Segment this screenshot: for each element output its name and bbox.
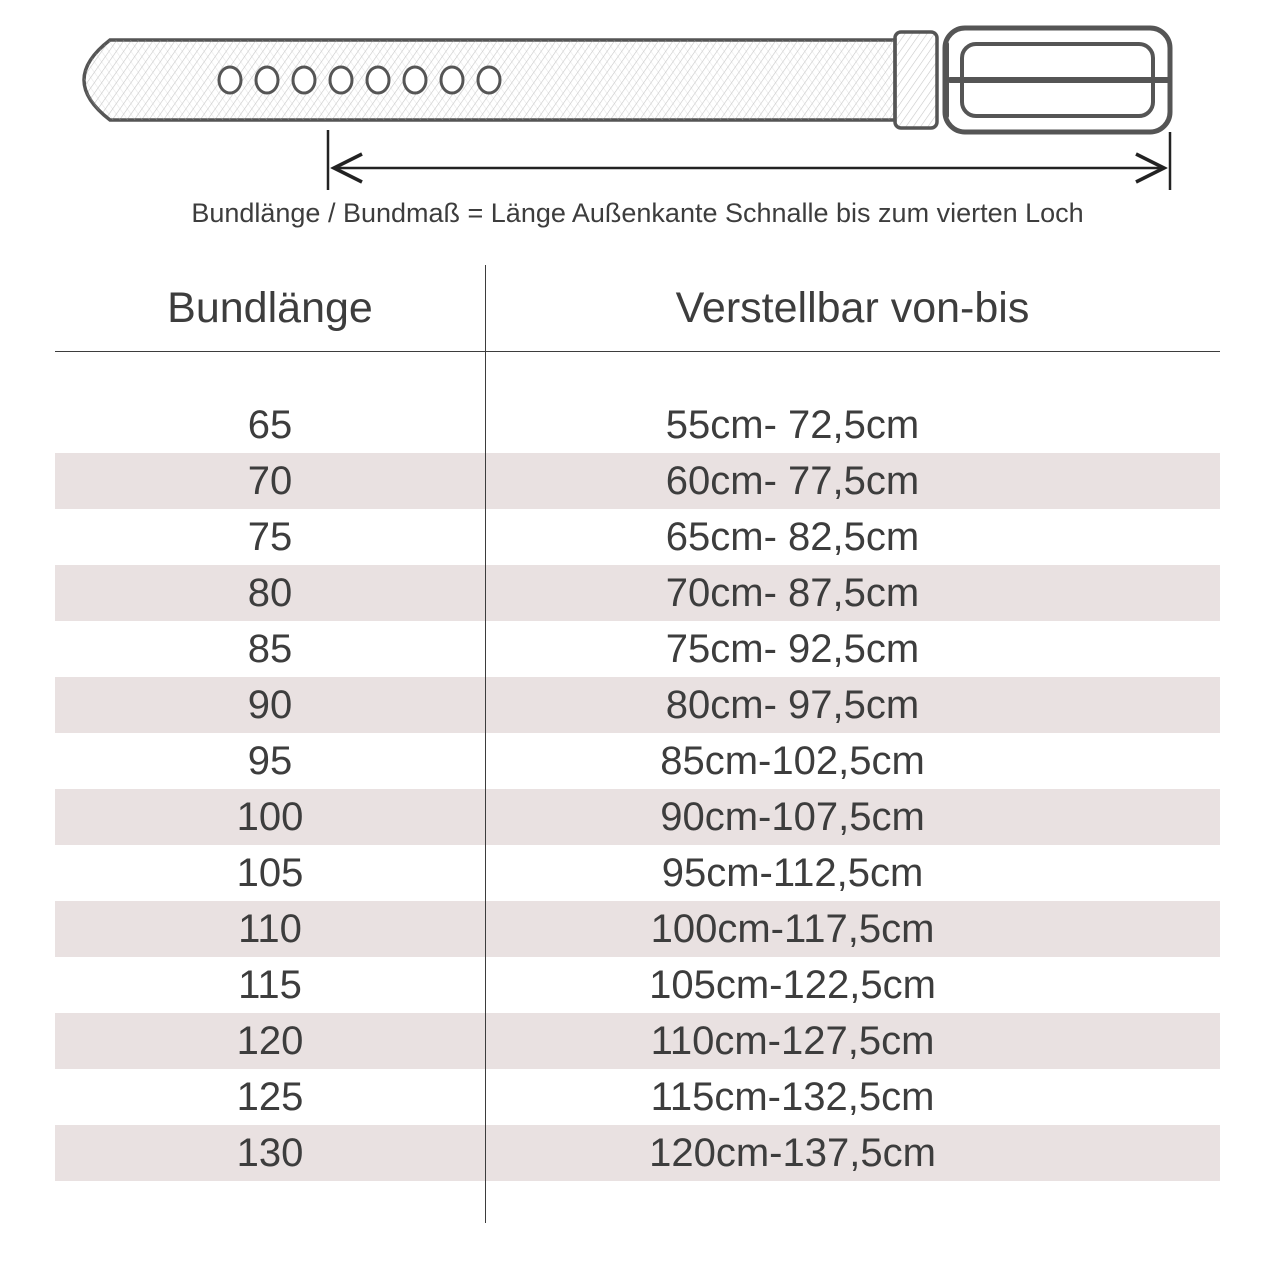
- cell-bundlaenge: 120: [55, 1019, 485, 1064]
- belt-hole: [219, 67, 241, 93]
- table-header-row: Bundlänge Verstellbar von-bis: [55, 265, 1220, 351]
- table-body: 6555cm- 72,5cm7060cm- 77,5cm7565cm- 82,5…: [55, 397, 1220, 1181]
- table-row: 120110cm-127,5cm: [55, 1013, 1220, 1069]
- cell-range: 65cm- 82,5cm: [485, 515, 1220, 560]
- cell-bundlaenge: 110: [55, 907, 485, 952]
- header-bundlaenge: Bundlänge: [55, 284, 485, 333]
- cell-bundlaenge: 100: [55, 795, 485, 840]
- cell-bundlaenge: 85: [55, 627, 485, 672]
- table-row: 125115cm-132,5cm: [55, 1069, 1220, 1125]
- cell-bundlaenge: 125: [55, 1075, 485, 1120]
- table-row: 9585cm-102,5cm: [55, 733, 1220, 789]
- table-row: 130120cm-137,5cm: [55, 1125, 1220, 1181]
- table-row: 8575cm- 92,5cm: [55, 621, 1220, 677]
- cell-bundlaenge: 70: [55, 459, 485, 504]
- belt-hole: [330, 67, 352, 93]
- table-row: 10595cm-112,5cm: [55, 845, 1220, 901]
- table-row: 6555cm- 72,5cm: [55, 397, 1220, 453]
- belt-buckle: [945, 28, 1170, 132]
- table-row: 10090cm-107,5cm: [55, 789, 1220, 845]
- cell-range: 90cm-107,5cm: [485, 795, 1220, 840]
- cell-range: 80cm- 97,5cm: [485, 683, 1220, 728]
- cell-range: 105cm-122,5cm: [485, 963, 1220, 1008]
- table-row: 115105cm-122,5cm: [55, 957, 1220, 1013]
- belt-hole: [404, 67, 426, 93]
- cell-range: 115cm-132,5cm: [485, 1075, 1220, 1120]
- belt-hole: [441, 67, 463, 93]
- cell-range: 95cm-112,5cm: [485, 851, 1220, 896]
- belt-hole: [293, 67, 315, 93]
- table-row: 8070cm- 87,5cm: [55, 565, 1220, 621]
- column-divider: [485, 265, 486, 1223]
- cell-range: 75cm- 92,5cm: [485, 627, 1220, 672]
- cell-bundlaenge: 130: [55, 1131, 485, 1176]
- size-table: Bundlänge Verstellbar von-bis 6555cm- 72…: [55, 265, 1220, 1181]
- belt-hole: [256, 67, 278, 93]
- cell-bundlaenge: 80: [55, 571, 485, 616]
- belt-hole: [367, 67, 389, 93]
- cell-bundlaenge: 105: [55, 851, 485, 896]
- belt-hole: [478, 67, 500, 93]
- cell-bundlaenge: 65: [55, 403, 485, 448]
- diagram-caption: Bundlänge / Bundmaß = Länge Außenkante S…: [0, 198, 1275, 229]
- table-row: 110100cm-117,5cm: [55, 901, 1220, 957]
- table-row: 7060cm- 77,5cm: [55, 453, 1220, 509]
- cell-range: 55cm- 72,5cm: [485, 403, 1220, 448]
- cell-bundlaenge: 95: [55, 739, 485, 784]
- belt-keeper: [895, 32, 937, 128]
- cell-bundlaenge: 90: [55, 683, 485, 728]
- cell-range: 60cm- 77,5cm: [485, 459, 1220, 504]
- measurement-arrow: [328, 130, 1170, 190]
- cell-range: 85cm-102,5cm: [485, 739, 1220, 784]
- cell-range: 120cm-137,5cm: [485, 1131, 1220, 1176]
- page: Bundlänge / Bundmaß = Länge Außenkante S…: [0, 0, 1275, 1275]
- header-verstellbar: Verstellbar von-bis: [485, 284, 1220, 333]
- belt-diagram: [50, 20, 1225, 220]
- header-rule: [55, 351, 1220, 352]
- cell-range: 100cm-117,5cm: [485, 907, 1220, 952]
- cell-range: 110cm-127,5cm: [485, 1019, 1220, 1064]
- cell-bundlaenge: 75: [55, 515, 485, 560]
- table-row: 7565cm- 82,5cm: [55, 509, 1220, 565]
- table-row: 9080cm- 97,5cm: [55, 677, 1220, 733]
- cell-bundlaenge: 115: [55, 963, 485, 1008]
- cell-range: 70cm- 87,5cm: [485, 571, 1220, 616]
